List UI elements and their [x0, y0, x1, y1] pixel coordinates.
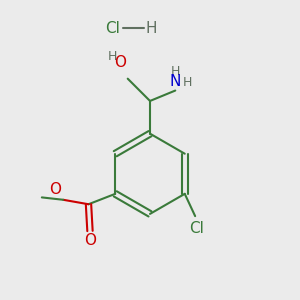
Text: O: O — [49, 182, 61, 197]
Text: H: H — [108, 50, 117, 63]
Text: Cl: Cl — [105, 21, 120, 36]
Text: H: H — [146, 21, 157, 36]
Text: H: H — [171, 65, 180, 78]
Text: O: O — [114, 55, 126, 70]
Text: H: H — [183, 76, 192, 89]
Text: Cl: Cl — [189, 220, 204, 236]
Text: O: O — [84, 233, 96, 248]
Text: N: N — [169, 74, 181, 89]
